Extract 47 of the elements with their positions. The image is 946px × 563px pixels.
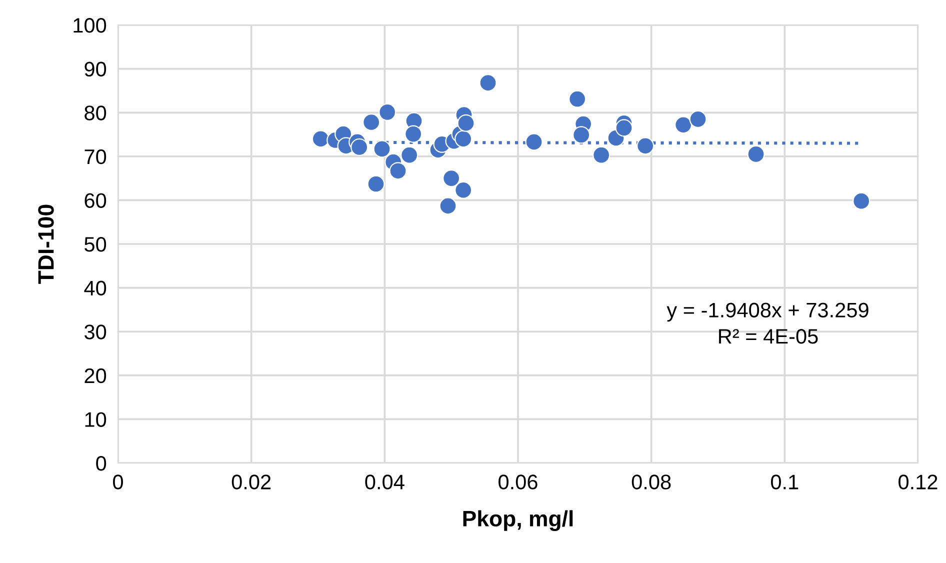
y-tick-label: 60 (84, 193, 106, 208)
point (367, 175, 385, 193)
point (479, 74, 497, 92)
point (568, 90, 586, 108)
y-tick-label: 0 (96, 456, 106, 471)
point (592, 146, 610, 164)
point (404, 125, 422, 143)
point (636, 137, 654, 155)
y-tick-label: 10 (85, 412, 106, 427)
point (747, 145, 765, 163)
point (362, 113, 380, 132)
point (454, 130, 472, 148)
y-tick-label: 50 (84, 237, 106, 252)
point (457, 114, 475, 132)
point (350, 138, 368, 156)
y-tick-label: 100 (74, 18, 106, 33)
x-tick-label: 0.1 (771, 474, 798, 490)
x-tick-label: 0 (113, 474, 123, 490)
x-tick-label: 0.02 (232, 474, 271, 490)
point (525, 133, 543, 151)
point (439, 197, 457, 215)
point (454, 181, 472, 199)
point (572, 126, 590, 144)
x-tick-label: 0.06 (498, 474, 538, 490)
point (312, 130, 330, 148)
point (852, 192, 870, 210)
x-tick-label: 0.12 (898, 474, 938, 490)
y-tick-label: 70 (84, 149, 106, 164)
y-tick-label: 90 (84, 62, 106, 77)
y-tick-label: 30 (84, 324, 106, 340)
point (373, 140, 391, 158)
point (378, 103, 396, 121)
x-tick-label: 0.08 (632, 474, 671, 490)
annotation: y = -1.9408x + 73.259 (666, 302, 868, 322)
y-axis-title: TDI-100 (38, 204, 54, 284)
point (400, 146, 418, 164)
point (689, 110, 707, 128)
y-tick-label: 40 (84, 280, 106, 296)
y-tick-label: 80 (84, 106, 106, 120)
y-tick-label: 20 (84, 368, 106, 384)
point (615, 119, 633, 137)
point (389, 162, 407, 180)
point (674, 116, 692, 134)
x-tick-label: 0.04 (365, 474, 404, 490)
point (442, 170, 460, 188)
x-axis-title: Pkop, mg/l (463, 510, 573, 532)
annotation: R² = 4E-05 (719, 329, 818, 344)
